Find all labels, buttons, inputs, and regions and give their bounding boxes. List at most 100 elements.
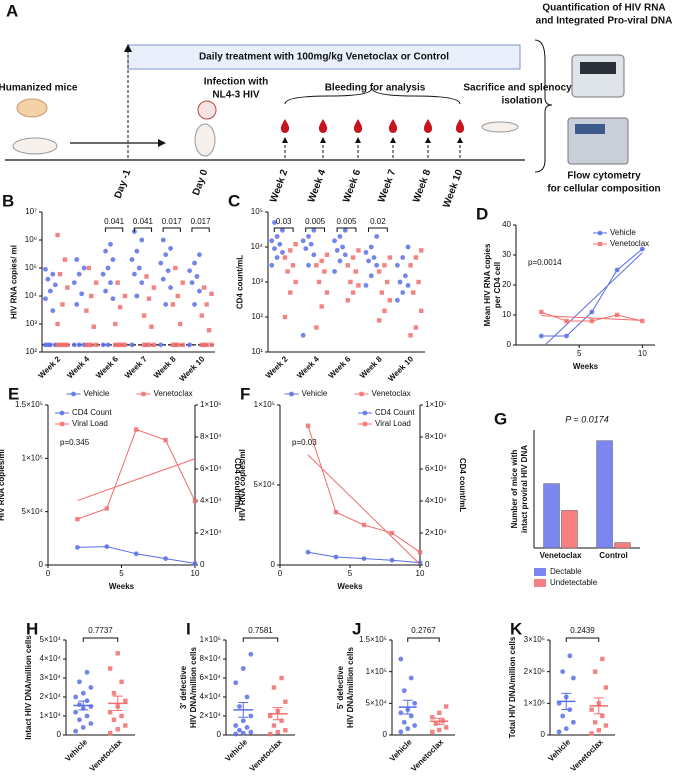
data-point (175, 342, 181, 348)
data-point (433, 721, 438, 726)
data-point (119, 679, 124, 684)
data-point (75, 516, 80, 522)
y-axis-label: intact proviral HIV DNA (520, 445, 529, 533)
bracket (273, 227, 294, 232)
data-point (86, 342, 92, 348)
data-point (209, 342, 214, 348)
data-point (115, 342, 120, 348)
data-point (443, 725, 449, 730)
legend-marker (597, 241, 603, 247)
legend-swatch (534, 579, 546, 587)
data-point (293, 242, 298, 247)
data-point (412, 700, 418, 706)
data-point (134, 248, 140, 254)
data-point (361, 522, 367, 528)
data-point (107, 730, 113, 736)
y-axis-label: Intact HIV DNA/million cells (24, 635, 33, 740)
data-point (73, 728, 79, 734)
treatment-box (127, 44, 521, 70)
data-point (538, 333, 544, 339)
data-point (419, 308, 424, 314)
data-point (233, 723, 239, 728)
data-point (163, 302, 169, 307)
data-point (283, 699, 288, 704)
data-point (105, 342, 111, 348)
x-tick-label: Vehicle (223, 737, 249, 763)
bar (614, 542, 631, 549)
data-point (117, 304, 123, 310)
data-point (603, 723, 609, 728)
data-point (144, 342, 149, 348)
data-point (240, 666, 246, 671)
panel-label: C (228, 191, 240, 210)
data-point (382, 308, 387, 314)
data-point (398, 729, 404, 735)
brace (534, 39, 553, 173)
data-point (206, 328, 212, 333)
data-point (134, 427, 139, 432)
data-point (288, 248, 293, 253)
data-point (274, 234, 280, 239)
y-tick-label: 30 (502, 250, 511, 259)
data-point (413, 255, 419, 260)
bracket (191, 227, 210, 232)
data-point (564, 318, 569, 324)
data-point (50, 308, 56, 314)
data-point (55, 232, 60, 238)
y-tick-label: 10² (251, 312, 263, 321)
data-point (400, 255, 406, 260)
data-point (288, 290, 293, 295)
data-point (65, 342, 70, 348)
data-point (237, 704, 242, 709)
data-point (117, 342, 123, 348)
data-point (603, 685, 609, 690)
data-point (345, 263, 350, 268)
x-tick-label: 0 (46, 569, 51, 578)
sem-bar (561, 692, 572, 711)
data-point (589, 731, 594, 736)
data-point (402, 273, 408, 279)
timeline-label: Week 6 (341, 168, 363, 204)
data-point (248, 729, 254, 735)
data-point (282, 255, 288, 260)
legend-label: Viral Load (72, 419, 108, 428)
data-point (353, 269, 358, 274)
data-point (134, 293, 140, 299)
bracket (336, 227, 357, 232)
data-point (110, 257, 116, 262)
data-point (94, 342, 99, 348)
data-point (100, 271, 106, 277)
brace (284, 87, 461, 105)
y-tick-label: 5×10⁴ (366, 698, 388, 707)
data-point (300, 238, 306, 244)
data-point (248, 713, 254, 719)
data-point (412, 723, 418, 728)
arrowhead (457, 137, 463, 143)
p-value: 0.017 (162, 217, 183, 226)
bracket (104, 227, 124, 232)
y2-tick-label: 2×10⁴ (200, 528, 222, 537)
y2-tick-label: 0 (200, 560, 205, 569)
data-point (141, 342, 147, 348)
y2-tick-label: 8×10⁴ (200, 432, 222, 441)
data-point (73, 709, 79, 715)
data-point (197, 252, 202, 258)
x-tick-label: Week 10 (178, 354, 207, 383)
data-point (75, 545, 80, 550)
timeline-label: Day 0 (191, 168, 211, 197)
x-axis-label: Weeks (109, 582, 135, 591)
y-axis-label: HIV RNA copies/ml (0, 449, 6, 521)
data-point (45, 276, 51, 282)
data-point (107, 666, 113, 671)
data-point (123, 723, 128, 728)
p-value: 0.041 (104, 217, 125, 226)
data-point (589, 309, 595, 315)
panel-label: A (6, 1, 18, 20)
legend-marker (359, 391, 364, 397)
trend-line (544, 252, 643, 346)
legend-label: Vehicle (302, 389, 328, 398)
data-point (305, 423, 311, 428)
data-point (398, 656, 404, 662)
data-point (345, 298, 350, 303)
data-point (201, 342, 207, 348)
